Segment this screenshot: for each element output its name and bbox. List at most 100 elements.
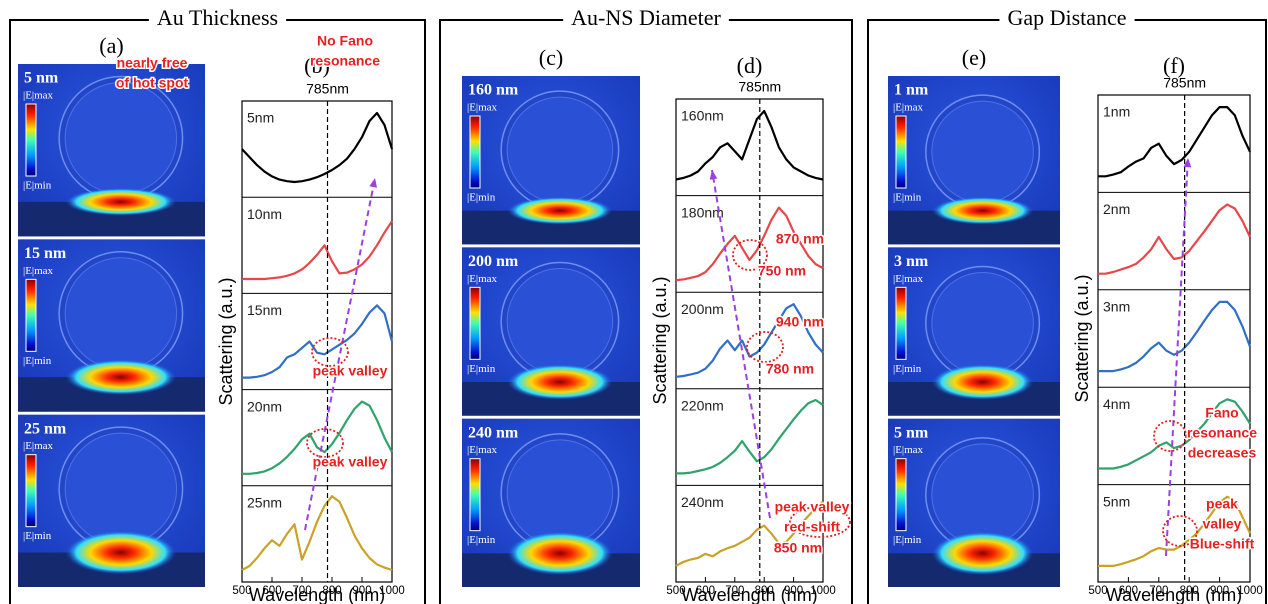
colorbar-min-label: |E|min: [893, 534, 922, 546]
x-tick-label: 500: [1088, 585, 1107, 597]
colorbar: [469, 115, 481, 189]
highlight-circle: [746, 331, 784, 363]
panel-label: (d): [737, 53, 763, 78]
colorbar: [25, 103, 37, 177]
colorbar-min-label: |E|min: [467, 363, 496, 375]
spectrum-line: [241, 495, 393, 572]
series-label: 200nm: [681, 301, 724, 317]
annotation: peak valley: [313, 454, 388, 470]
annotation: Blue-shift: [1190, 536, 1255, 552]
colorbar: [895, 286, 907, 360]
highlight-circle: [311, 337, 349, 367]
x-tick-label: 900: [784, 585, 803, 597]
highlight-circle: [732, 239, 768, 271]
arrow-head: [369, 178, 378, 188]
series-label: 20nm: [247, 398, 282, 414]
hot-spot: [507, 196, 613, 225]
hot-spot: [507, 531, 613, 576]
trend-arrow: [304, 177, 376, 531]
nanosphere-core: [506, 96, 614, 204]
x-tick-label: 700: [725, 585, 744, 597]
spectrum-line: [1098, 495, 1251, 567]
panel-label: (e): [962, 45, 986, 70]
series-label: 4nm: [1103, 396, 1130, 412]
title-backdrop: [563, 8, 729, 32]
x-tick-label: 500: [232, 585, 251, 597]
title-backdrop: [999, 8, 1135, 32]
spectrum-line: [242, 304, 394, 379]
spectrum-line: [242, 400, 393, 475]
colorbar-max-label: |E|max: [893, 273, 924, 285]
reference-label: 785nm: [738, 79, 781, 95]
annotation: resonance: [310, 53, 380, 69]
nanosphere-core: [64, 432, 178, 546]
highlight-circle: [789, 506, 851, 538]
spectrum-line: [1098, 106, 1251, 178]
colorbar-min-label: |E|min: [467, 534, 496, 546]
x-tick-label: 900: [1210, 585, 1229, 597]
arrow-head: [709, 170, 718, 180]
hot-spot: [507, 364, 613, 400]
colorbar-min-label: |E|min: [23, 355, 52, 367]
plot-frame: [1097, 94, 1251, 583]
series-label: 220nm: [681, 398, 724, 414]
colorbar: [469, 458, 481, 532]
colorbar-max-label: |E|max: [23, 440, 54, 452]
trend-arrow: [1165, 157, 1189, 557]
colorbar-max-label: |E|max: [893, 102, 924, 114]
x-tick-label: 700: [1149, 585, 1168, 597]
x-tick-label: 600: [262, 585, 281, 597]
nanosphere-core: [506, 268, 614, 375]
annotation: 750 nm: [758, 263, 806, 279]
annotation: 850 nm: [774, 540, 822, 556]
series-label: 3nm: [1103, 299, 1130, 315]
colorbar: [895, 458, 907, 532]
annotation: 780 nm: [766, 361, 814, 377]
spectrum-line: [1098, 398, 1251, 470]
colorbar-min-label: |E|min: [23, 180, 52, 192]
colorbar-min-label: |E|min: [893, 192, 922, 204]
x-tick-label: 900: [352, 585, 371, 597]
group-title: Au-NS Diameter: [571, 5, 721, 30]
spectrum-line: [1098, 300, 1252, 373]
map-label: 5 nm: [24, 70, 59, 87]
spectrum-line: [675, 303, 824, 378]
series-label: 5nm: [247, 110, 274, 126]
annotation: No Fano: [317, 33, 373, 49]
map-label: 200 nm: [468, 253, 519, 270]
hot-spot: [931, 364, 1034, 400]
annotation: decreases: [1188, 445, 1257, 461]
colorbar-min-label: |E|min: [23, 530, 52, 542]
spectrum-line: [1098, 203, 1251, 275]
annotation: resonance: [1187, 425, 1257, 441]
map-label: 3 nm: [894, 253, 929, 270]
colorbar-max-label: |E|max: [23, 90, 54, 102]
y-axis-label: Scattering (a.u.): [650, 276, 670, 404]
y-axis-label: Scattering (a.u.): [1072, 274, 1092, 402]
x-axis-label: Wavelength (nm): [249, 585, 385, 604]
trend-arrow: [711, 169, 771, 519]
series-label: 2nm: [1103, 201, 1130, 217]
colorbar: [25, 454, 37, 528]
colorbar-max-label: |E|max: [467, 444, 498, 456]
nanosphere-core: [931, 271, 1034, 375]
hot-spot: [931, 531, 1034, 576]
series-label: 25nm: [247, 495, 282, 511]
colorbar-max-label: |E|max: [467, 273, 498, 285]
nanosphere-core: [64, 81, 178, 195]
x-tick-label: 800: [755, 585, 774, 597]
plot-frame: [675, 98, 824, 583]
x-tick-label: 1000: [1237, 585, 1263, 597]
spectrum-line: [242, 220, 393, 281]
series-label: 1nm: [1103, 104, 1130, 120]
spectrum-line: [675, 206, 824, 282]
panel-label: (a): [99, 33, 123, 58]
annotation: peak valley: [313, 363, 388, 379]
annotation: nearly free: [117, 55, 188, 71]
series-label: 15nm: [247, 302, 282, 318]
hot-spot: [931, 196, 1034, 225]
x-tick-label: 800: [1180, 585, 1199, 597]
hot-spot: [65, 359, 177, 396]
map-label: 15 nm: [24, 245, 67, 262]
